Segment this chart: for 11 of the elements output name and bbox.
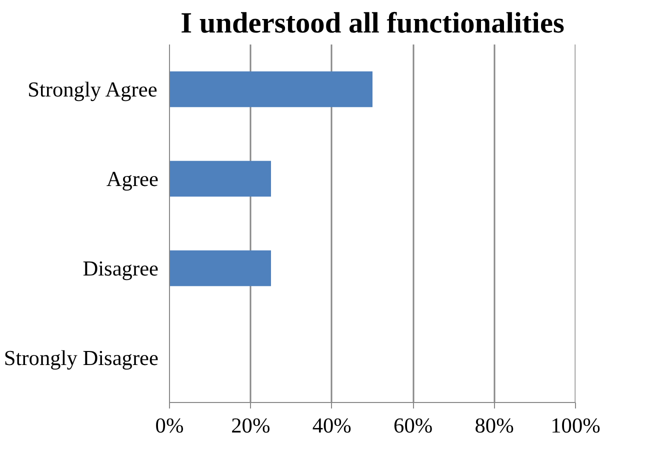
y-tick-label: Agree xyxy=(106,166,159,191)
x-tick-label: 20% xyxy=(231,414,270,438)
y-tick-label: Strongly Agree xyxy=(28,77,158,102)
x-tick-label: 100% xyxy=(550,414,601,438)
chart-title: I understood all functionalities xyxy=(180,8,564,40)
y-tick-label: Strongly Disagree xyxy=(4,346,159,370)
x-tick-label: 60% xyxy=(394,414,433,438)
x-tick-label: 40% xyxy=(312,414,352,438)
x-tick-label: 0% xyxy=(155,414,184,438)
y-tick-label: Disagree xyxy=(82,256,159,280)
x-tick-label: 80% xyxy=(474,414,514,438)
